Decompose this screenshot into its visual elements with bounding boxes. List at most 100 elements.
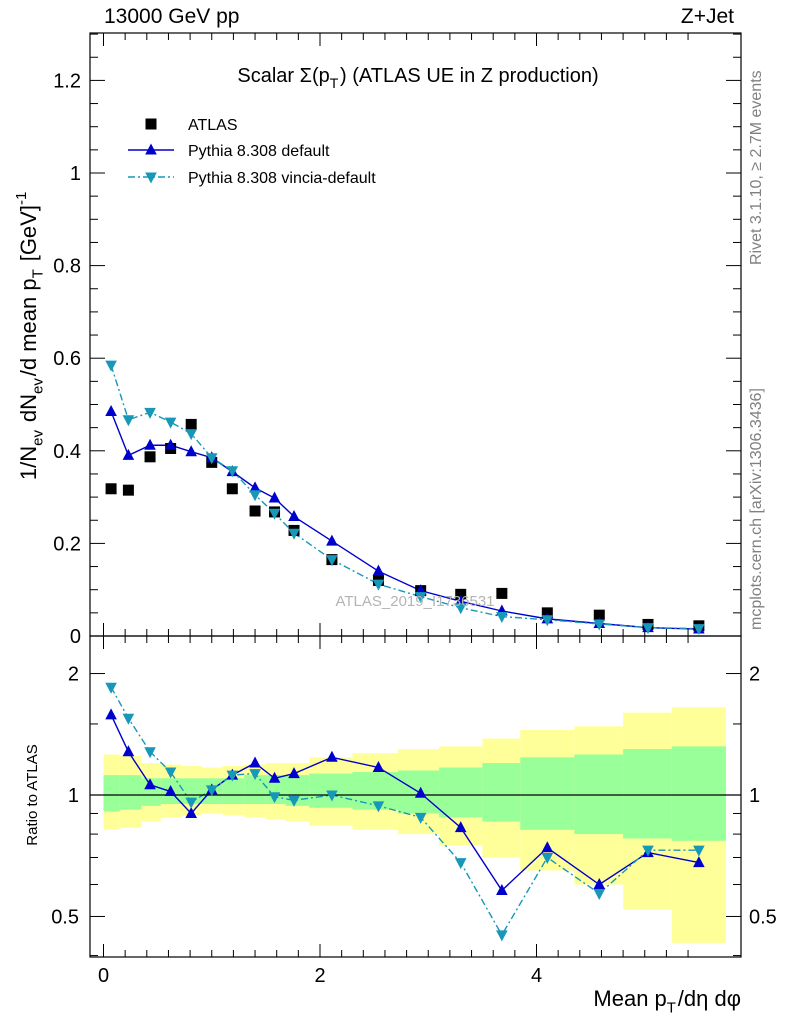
header-left: 13000 GeV pp <box>104 5 240 28</box>
ratio-point-pythia-8-308-default <box>164 785 177 797</box>
main-point-pythia-8-308-vincia-default <box>288 528 300 540</box>
main-point-pythia-8-308-vincia-default <box>496 612 508 624</box>
main-point-pythia-8-308-vincia-default <box>105 360 117 372</box>
ratio-point-pythia-8-308-vincia-default <box>185 797 197 809</box>
ratio-point-pythia-8-308-vincia-default <box>105 682 117 694</box>
ratio-y-tick-label-right: 1 <box>749 785 760 807</box>
ratio-point-pythia-8-308-vincia-default <box>414 812 427 824</box>
main-point-pythia-8-308-vincia-default <box>249 490 261 502</box>
main-point-pythia-8-308-default <box>144 438 156 450</box>
main-point-pythia-8-308-default <box>164 438 177 450</box>
main-point-pythia-8-308-vincia-default <box>541 615 554 627</box>
ratio-point-pythia-8-308-vincia-default <box>226 770 239 782</box>
main-point-atlas <box>455 588 467 600</box>
main-point-pythia-8-308-vincia-default <box>226 466 239 478</box>
main-point-pythia-8-308-vincia-default <box>268 508 281 520</box>
y-tick-label: 0 <box>70 626 81 648</box>
ratio-y-tick-label-left: 1 <box>68 785 79 807</box>
ratio-point-pythia-8-308-vincia-default <box>496 930 508 942</box>
uncertainty-band-inner <box>141 778 161 806</box>
ratio-point-pythia-8-308-default <box>414 786 427 798</box>
main-point-pythia-8-308-vincia-default <box>372 579 385 591</box>
ratio-point-pythia-8-308-vincia-default <box>249 769 261 781</box>
ratio-point-pythia-8-308-vincia-default <box>593 889 606 901</box>
ratio-point-pythia-8-308-default <box>326 750 338 762</box>
mcplots-label: mcplots.cern.ch [arXiv:1306.3436] <box>748 388 765 630</box>
header-right: Z+Jet <box>680 5 734 28</box>
y-tick-label: 1.2 <box>53 70 81 92</box>
uncertainty-band-inner <box>285 775 310 806</box>
ratio-point-pythia-8-308-vincia-default <box>205 785 218 797</box>
legend-marker <box>145 143 157 155</box>
main-line-pythia-8-308-vincia-default <box>110 364 699 630</box>
ratio-point-pythia-8-308-default <box>249 756 261 768</box>
main-point-pythia-8-308-default <box>326 534 338 546</box>
ratio-point-pythia-8-308-default <box>454 821 467 833</box>
uncertainty-band-inner <box>119 775 142 810</box>
uncertainty-band-inner <box>482 763 521 822</box>
main-point-pythia-8-308-vincia-default <box>693 624 705 636</box>
main-point-pythia-8-308-vincia-default <box>122 415 135 427</box>
uncertainty-band-inner <box>103 775 120 812</box>
y-tick-label: 1 <box>70 163 81 185</box>
ratio-point-pythia-8-308-default <box>122 745 135 757</box>
ratio-point-pythia-8-308-vincia-default <box>144 747 156 759</box>
ratio-point-pythia-8-308-vincia-default <box>122 713 135 725</box>
plot-title: Scalar Σ(pT ) (ATLAS UE in Z production) <box>237 65 598 91</box>
main-y-axis-title: 1/Nev dNev /d mean pT [GeV]-1 <box>13 190 47 480</box>
ratio-y-tick-label-right: 2 <box>749 664 760 686</box>
main-point-pythia-8-308-default <box>185 445 197 457</box>
ratio-point-pythia-8-308-default <box>268 771 281 783</box>
uncertainty-band-inner <box>671 746 726 841</box>
ratio-point-pythia-8-308-vincia-default <box>454 858 467 870</box>
main-point-pythia-8-308-default <box>268 491 281 503</box>
ratio-point-pythia-8-308-vincia-default <box>541 853 554 865</box>
ratio-point-pythia-8-308-default <box>288 767 300 779</box>
main-point-pythia-8-308-vincia-default <box>144 407 156 419</box>
main-point-pythia-8-308-default <box>372 564 385 576</box>
legend-label: Pythia 8.308 vincia-default <box>188 170 376 187</box>
ratio-point-pythia-8-308-vincia-default <box>326 790 338 802</box>
ratio-point-pythia-8-308-default <box>144 778 156 790</box>
ratio-point-pythia-8-308-default <box>693 856 705 868</box>
analysis-watermark: ATLAS_2019_I1736531 <box>335 593 494 610</box>
main-point-pythia-8-308-vincia-default <box>205 453 218 465</box>
y-tick-label: 0.6 <box>53 348 81 370</box>
main-point-pythia-8-308-default <box>288 510 300 522</box>
x-axis-title: Mean pT /dη dφ <box>593 986 741 1017</box>
main-point-atlas <box>593 609 605 621</box>
main-point-pythia-8-308-vincia-default <box>642 623 654 635</box>
legend-label: ATLAS <box>188 117 238 134</box>
y-tick-label: 0.2 <box>53 533 81 555</box>
legend-marker <box>145 118 157 130</box>
rivet-version-label: Rivet 3.1.10, ≥ 2.7M events <box>748 70 765 265</box>
ratio-plot-frame <box>89 635 742 958</box>
uncertainty-band-inner <box>574 754 624 835</box>
uncertainty-band-inner <box>520 757 575 830</box>
ratio-y-tick-label-left: 2 <box>68 664 79 686</box>
main-point-pythia-8-308-default <box>105 404 117 416</box>
ratio-point-pythia-8-308-vincia-default <box>288 795 300 807</box>
main-point-atlas <box>226 483 238 495</box>
ratio-point-pythia-8-308-default <box>372 760 385 772</box>
ratio-point-pythia-8-308-vincia-default <box>268 792 281 804</box>
main-point-atlas <box>122 484 134 496</box>
legend-marker <box>145 172 157 184</box>
main-point-pythia-8-308-vincia-default <box>326 555 338 567</box>
x-tick-label: 4 <box>531 965 542 987</box>
ratio-point-pythia-8-308-vincia-default <box>164 767 177 779</box>
uncertainty-band-inner <box>244 775 266 804</box>
ratio-point-pythia-8-308-default <box>105 708 117 720</box>
main-point-pythia-8-308-default <box>454 594 467 606</box>
uncertainty-band-inner <box>623 749 672 839</box>
ratio-y-axis-title: Ratio to ATLAS <box>24 744 41 845</box>
y-tick-label: 0.8 <box>53 256 81 278</box>
y-tick-label: 0.4 <box>53 441 81 463</box>
x-tick-label: 0 <box>98 965 109 987</box>
ratio-point-pythia-8-308-default <box>541 841 554 853</box>
ratio-point-pythia-8-308-vincia-default <box>372 801 385 813</box>
uncertainty-band-inner <box>181 778 203 804</box>
x-tick-label: 2 <box>314 965 325 987</box>
ratio-y-tick-label-left: 0.5 <box>51 906 79 928</box>
